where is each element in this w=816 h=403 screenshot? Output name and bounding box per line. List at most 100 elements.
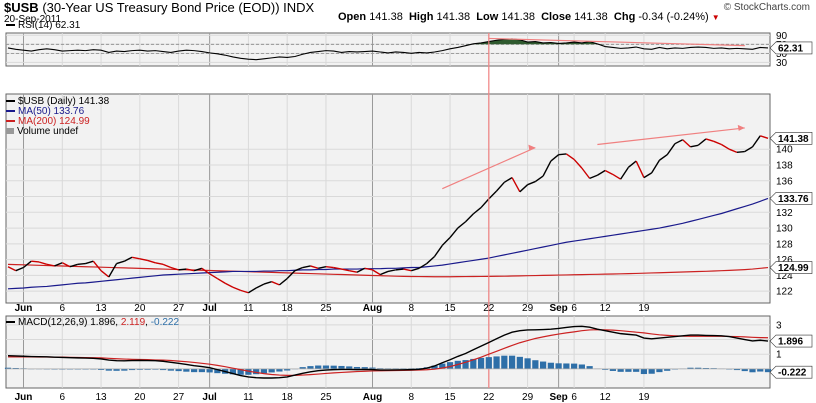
x-tick-label: Jun: [15, 392, 33, 403]
macd-legend-macd: 1.896: [90, 317, 116, 328]
macd-histogram-bar: [160, 368, 167, 371]
macd-histogram-bar: [516, 356, 523, 369]
price-line-segment: [550, 154, 560, 162]
price-line-segment: [286, 270, 296, 280]
price-line-segment: [589, 174, 598, 180]
macd-histogram-bar: [322, 365, 330, 369]
price-line-segment: [728, 148, 738, 154]
macd-histogram-bar: [4, 367, 12, 369]
price-line-segment: [411, 267, 420, 272]
macd-histogram-bar: [167, 368, 174, 371]
price-ytick-label: 132: [776, 208, 793, 219]
macd-swatch: [6, 321, 15, 324]
x-tick-label: 25: [320, 392, 332, 403]
price-line-segment: [511, 177, 521, 193]
macd-histogram-bar: [198, 368, 205, 373]
price-line-segment: [302, 265, 311, 269]
macd-histogram-bar: [702, 368, 710, 369]
price-line-segment: [131, 256, 140, 260]
macd-histogram-bar: [276, 368, 283, 372]
macd-histogram-bar: [121, 368, 128, 371]
price-line-segment: [147, 259, 156, 264]
price-line-segment: [690, 144, 699, 148]
macd-histogram-bar: [586, 366, 593, 369]
macd-histogram-bar: [229, 368, 236, 375]
trend-arrow-icon: [528, 144, 536, 151]
x-tick-label: 22: [483, 392, 495, 403]
price-line-segment: [278, 278, 288, 286]
macd-histogram-bar: [609, 368, 616, 371]
macd-histogram-bar: [128, 368, 136, 371]
volume-swatch: [6, 128, 14, 135]
macd-histogram-bar: [547, 362, 554, 369]
price-line-segment: [193, 267, 203, 272]
macd-histogram-bar: [648, 368, 655, 374]
ma200-line: [7, 263, 769, 278]
macd-histogram-bar: [431, 365, 438, 369]
macd-last-value-tag-text: 1.896: [778, 337, 803, 348]
rsi-last-value-tag-box: [769, 41, 813, 55]
price-ytick-label: 140: [776, 145, 793, 156]
price-line-segment: [666, 143, 676, 156]
price-line-segment: [333, 266, 342, 270]
price-line-segment: [108, 263, 118, 278]
price-legend: $USB (Daily) 141.38: [6, 96, 109, 107]
macd-histogram-bar: [183, 368, 190, 372]
x-tick-label: 13: [95, 392, 107, 403]
x-tick-label: 15: [444, 303, 456, 314]
x-tick-label: 11: [243, 303, 254, 314]
macd-histogram-bar: [361, 367, 368, 369]
price-line-segment: [341, 268, 350, 272]
price-line-segment: [356, 267, 366, 273]
macd-histogram-bar: [136, 368, 143, 370]
macd-histogram-bar: [540, 361, 547, 369]
x-tick-label: 18: [282, 392, 294, 403]
price-line-segment: [349, 269, 358, 273]
price-last-value-tag-text: 141.38: [778, 134, 809, 145]
price-ytick-label: 122: [776, 287, 793, 298]
price-line-segment: [232, 286, 241, 292]
price-line-segment: [224, 282, 234, 288]
ma50-last-value-tag-box: [769, 192, 813, 205]
price-line-segment: [69, 263, 79, 268]
macd-histogram-bar: [633, 368, 640, 372]
macd-histogram-bar: [687, 367, 694, 369]
macd-histogram-bar: [105, 368, 112, 371]
price-ytick-label: 136: [776, 176, 793, 187]
price-line-segment: [403, 268, 412, 272]
price-line-segment: [627, 160, 637, 168]
macd-histogram-bar: [338, 365, 345, 369]
rsi-ytick-label: 30: [776, 58, 788, 69]
rsi-ytick-label: 50: [776, 49, 788, 60]
open-label: Open: [338, 11, 367, 23]
x-tick-label: 6: [60, 392, 66, 403]
price-line-segment: [496, 181, 505, 192]
rsi-swatch: [6, 24, 15, 27]
price-line-segment: [61, 262, 71, 268]
macd-histogram-bar: [493, 356, 500, 369]
macd-histogram-bar: [617, 368, 624, 372]
macd-histogram-bar: [353, 366, 361, 369]
x-tick-label: 29: [522, 392, 534, 403]
macd-histogram-bar: [346, 366, 353, 369]
macd-histogram-bar: [602, 368, 609, 370]
close-label: Close: [541, 11, 572, 23]
macd-legend-prefix: MACD(12,26,9): [18, 317, 88, 328]
macd-histogram-bar: [640, 368, 648, 375]
x-tick-label: 19: [638, 392, 650, 403]
price-line-segment: [713, 140, 722, 146]
macd-legend-signal: 2.119: [120, 317, 146, 328]
macd-histogram-bar: [284, 368, 291, 371]
price-line-segment: [472, 207, 482, 215]
macd-histogram-bar: [253, 368, 260, 375]
price-line-segment: [201, 267, 211, 275]
price-line-segment: [682, 139, 691, 148]
price-line-segment: [558, 153, 567, 156]
ma200-swatch: [6, 120, 15, 123]
price-line-segment: [597, 169, 606, 176]
open-value: 141.38: [369, 11, 403, 23]
down-arrow-icon: ▼: [711, 13, 720, 22]
price-line-segment: [54, 262, 63, 267]
macd-histogram-bar: [470, 358, 477, 369]
ma50-last-value-tag: 133.76: [769, 192, 813, 205]
